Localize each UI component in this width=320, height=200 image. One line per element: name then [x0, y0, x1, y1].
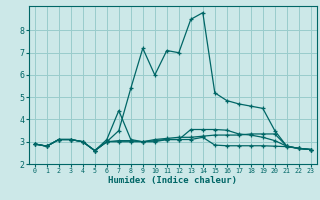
- X-axis label: Humidex (Indice chaleur): Humidex (Indice chaleur): [108, 176, 237, 185]
